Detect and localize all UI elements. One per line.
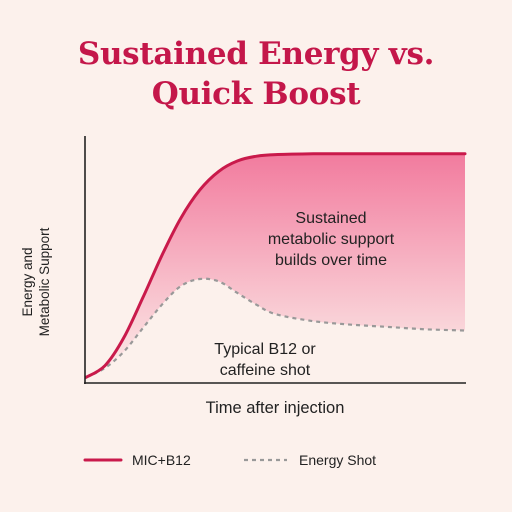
chart-title-line-2: Quick Boost xyxy=(151,76,361,112)
annotation-sustained-line-1: Sustained xyxy=(295,210,367,227)
legend-label-energy-shot: Energy Shot xyxy=(299,452,377,468)
chart-title-line-1: Sustained Energy vs. xyxy=(77,36,435,72)
annotation-typical-line-1: Typical B12 or xyxy=(214,341,316,358)
annotation-typical-line-2: caffeine shot xyxy=(219,362,311,379)
annotation-typical: Typical B12 or caffeine shot xyxy=(190,339,340,381)
y-axis-label: Energy and Metabolic Support xyxy=(19,228,53,337)
x-axis-label: Time after injection xyxy=(205,399,345,417)
y-axis-label-line-1: Energy and xyxy=(20,247,35,317)
y-axis-label-line-2: Metabolic Support xyxy=(37,227,52,337)
series-mic-b12-area xyxy=(86,153,465,378)
annotation-sustained-line-3: builds over time xyxy=(274,252,388,269)
legend-label-mic-b12: MIC+B12 xyxy=(132,452,191,468)
annotation-sustained: Sustained metabolic support builds over … xyxy=(238,208,424,271)
series-mic-b12-line xyxy=(84,152,467,379)
annotation-sustained-line-2: metabolic support xyxy=(267,231,395,248)
chart-title: Sustained Energy vs. Quick Boost xyxy=(0,34,512,114)
